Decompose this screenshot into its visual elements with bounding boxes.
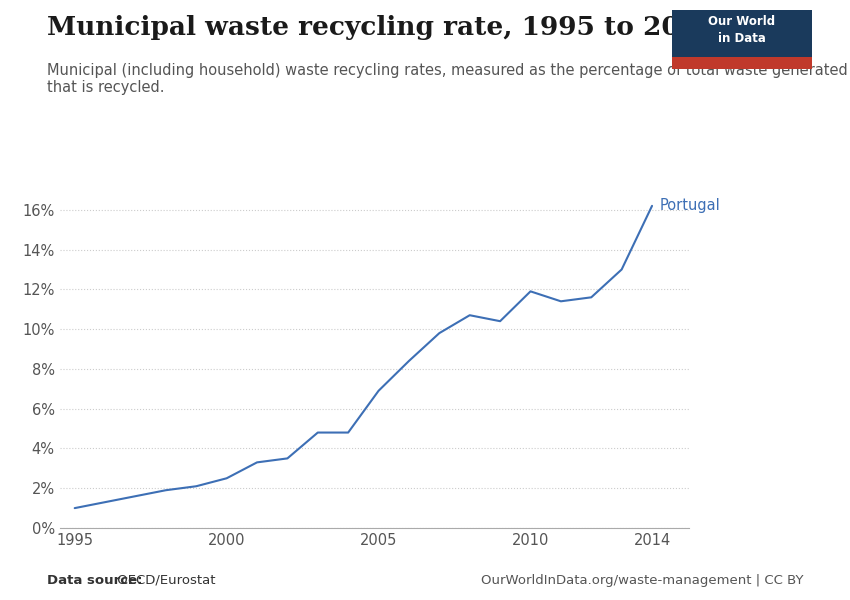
- Text: Municipal (including household) waste recycling rates, measured as the percentag: Municipal (including household) waste re…: [47, 63, 847, 95]
- Text: in Data: in Data: [717, 32, 766, 45]
- Text: OECD/Eurostat: OECD/Eurostat: [113, 574, 216, 587]
- Text: Our World: Our World: [708, 15, 775, 28]
- Text: OurWorldInData.org/waste-management | CC BY: OurWorldInData.org/waste-management | CC…: [481, 574, 803, 587]
- Text: Data source:: Data source:: [47, 574, 142, 587]
- Text: Municipal waste recycling rate, 1995 to 2014: Municipal waste recycling rate, 1995 to …: [47, 15, 717, 40]
- Text: Portugal: Portugal: [660, 199, 721, 214]
